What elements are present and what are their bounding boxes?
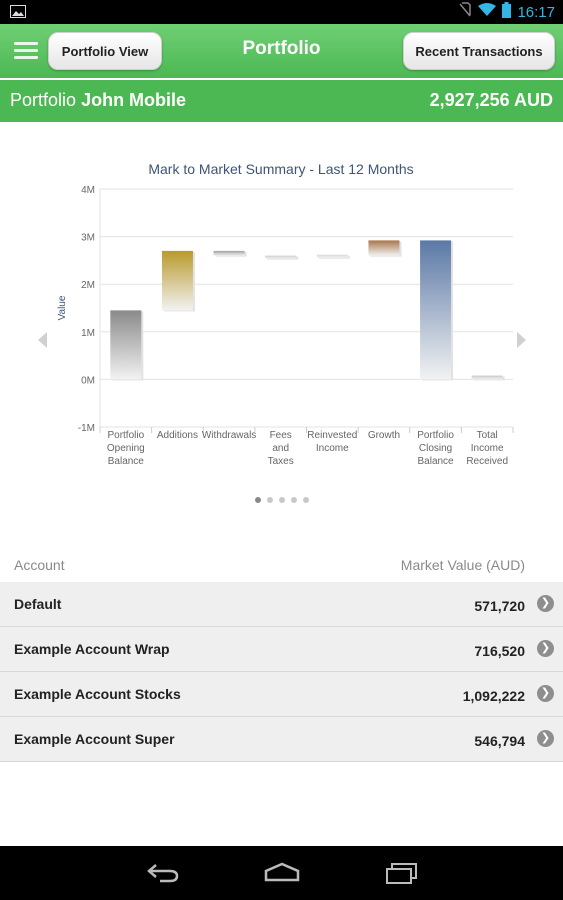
y-tick-label: 4M	[81, 185, 95, 196]
table-header: Account Market Value (AUD)	[0, 554, 563, 580]
x-tick-label: Fees	[270, 430, 292, 441]
no-sim-icon	[458, 2, 472, 22]
x-tick-label: Opening	[107, 443, 145, 454]
portfolio-label: Portfolio	[10, 90, 76, 110]
portfolio-name: John Mobile	[81, 90, 186, 110]
y-tick-label: 2M	[81, 280, 95, 291]
col-value-header: Market Value (AUD)	[401, 557, 525, 573]
account-row[interactable]: Default 571,720 ❯	[0, 582, 563, 627]
chart-panel[interactable]: Mark to Market Summary - Last 12 Months V…	[0, 122, 563, 512]
waterfall-bar	[265, 256, 296, 259]
x-tick-label: Total	[477, 430, 498, 441]
waterfall-bar	[420, 240, 451, 379]
status-bar: 16:17	[0, 0, 563, 24]
waterfall-bar	[214, 251, 245, 256]
battery-icon	[502, 2, 511, 22]
y-tick-label: 3M	[81, 233, 95, 244]
chevron-right-icon[interactable]: ❯	[537, 595, 554, 612]
pager-dot[interactable]	[303, 497, 309, 503]
recents-icon[interactable]	[384, 862, 420, 889]
account-name: Example Account Super	[14, 731, 175, 747]
clock: 16:17	[517, 4, 555, 21]
y-tick-label: 1M	[81, 328, 95, 339]
account-value: 546,794	[474, 733, 525, 749]
portfolio-total: 2,927,256 AUD	[430, 90, 553, 111]
waterfall-bar	[110, 310, 141, 379]
x-tick-label: Income	[471, 443, 504, 454]
status-icons: 16:17	[458, 2, 555, 22]
account-row[interactable]: Example Account Super 546,794 ❯	[0, 717, 563, 762]
back-icon[interactable]	[146, 862, 180, 889]
portfolio-owner: Portfolio John Mobile	[10, 90, 186, 111]
chart-next-arrow-icon[interactable]	[517, 332, 526, 348]
x-tick-label: Closing	[419, 443, 452, 454]
account-row[interactable]: Example Account Wrap 716,520 ❯	[0, 627, 563, 672]
portfolio-header: Portfolio John Mobile 2,927,256 AUD	[0, 80, 563, 122]
page-title: Portfolio	[160, 38, 403, 60]
x-tick-label: Taxes	[268, 456, 294, 467]
x-tick-label: Received	[466, 456, 508, 467]
recent-transactions-button[interactable]: Recent Transactions	[403, 32, 555, 70]
x-tick-label: Reinvested	[307, 430, 357, 441]
x-tick-label: Portfolio	[417, 430, 454, 441]
waterfall-bar	[317, 255, 348, 258]
x-tick-label: Withdrawals	[202, 430, 256, 441]
y-tick-label: -1M	[78, 423, 95, 434]
chevron-right-icon[interactable]: ❯	[537, 640, 554, 657]
x-tick-label: Balance	[108, 456, 145, 467]
chart-title: Mark to Market Summary - Last 12 Months	[148, 161, 413, 177]
account-name: Default	[14, 596, 61, 612]
system-nav-bar	[0, 846, 563, 900]
chevron-right-icon[interactable]: ❯	[537, 730, 554, 747]
wifi-icon	[478, 3, 496, 21]
pager-dot[interactable]	[255, 497, 261, 503]
chart-pager[interactable]	[0, 490, 563, 508]
account-value: 1,092,222	[463, 688, 525, 704]
mark-to-market-chart: Mark to Market Summary - Last 12 Months V…	[0, 122, 563, 482]
pager-dot[interactable]	[279, 497, 285, 503]
x-tick-label: Income	[316, 443, 349, 454]
x-tick-label: Additions	[157, 430, 198, 441]
col-account-header: Account	[14, 557, 65, 573]
action-bar: Portfolio View Portfolio Recent Transact…	[0, 24, 563, 78]
chart-prev-arrow-icon[interactable]	[38, 332, 47, 348]
y-axis-label: Value	[57, 295, 68, 320]
waterfall-bar	[472, 376, 503, 380]
hamburger-icon[interactable]	[14, 42, 38, 60]
account-name: Example Account Wrap	[14, 641, 170, 657]
x-tick-label: Growth	[368, 430, 400, 441]
x-tick-label: Balance	[417, 456, 454, 467]
accounts-list: Default 571,720 ❯ Example Account Wrap 7…	[0, 582, 563, 762]
pager-dot[interactable]	[291, 497, 297, 503]
y-tick-label: 0M	[81, 375, 95, 386]
chevron-right-icon[interactable]: ❯	[537, 685, 554, 702]
home-icon[interactable]	[264, 862, 300, 889]
account-value: 716,520	[474, 643, 525, 659]
gallery-notification-icon	[10, 5, 26, 23]
account-value: 571,720	[474, 598, 525, 614]
waterfall-bar	[368, 240, 399, 255]
pager-dot[interactable]	[267, 497, 273, 503]
portfolio-view-button[interactable]: Portfolio View	[48, 32, 162, 70]
waterfall-bar	[162, 251, 193, 311]
account-row[interactable]: Example Account Stocks 1,092,222 ❯	[0, 672, 563, 717]
account-name: Example Account Stocks	[14, 686, 181, 702]
x-tick-label: Portfolio	[107, 430, 144, 441]
x-tick-label: and	[272, 443, 289, 454]
